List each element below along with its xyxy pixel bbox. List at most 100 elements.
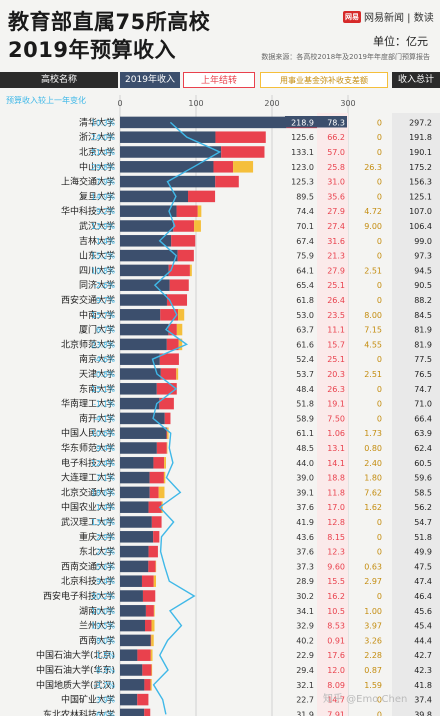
value-fund: 7.15 [364,326,382,335]
growth-percent: 15.7% [91,311,115,320]
value-carryover: 12.8 [327,518,345,527]
growth-percent: 23.8% [91,340,115,349]
growth-line [151,121,222,715]
university-name: 北京师范大学 [61,338,115,350]
university-name: 重庆大学 [79,531,115,543]
growth-percent: 12.4% [91,459,115,468]
value-fund: 0 [377,192,382,201]
bar-budget [120,649,138,661]
total-column-bg [392,113,440,716]
bar-fund [189,264,192,277]
value-budget: 37.6 [296,548,314,557]
value-budget: 29.4 [296,666,314,675]
bar-budget [120,516,152,528]
value-fund: 0 [377,414,382,423]
value-budget: 58.9 [296,414,314,423]
bar-budget [120,575,142,587]
value-fund: 3.26 [364,636,382,645]
value-budget: 37.3 [296,562,314,571]
value-budget: 44.0 [296,459,314,468]
bar-carryover [148,560,156,573]
growth-percent: 9.2% [96,207,115,216]
value-fund: 0.63 [364,562,382,571]
value-carryover: 25.1 [327,281,345,290]
university-name: 电子科技大学 [61,457,115,469]
bar-carryover [160,368,177,380]
bar-budget [120,442,157,454]
bar-fund [150,649,153,661]
value-fund: 0 [377,252,382,261]
university-name: 西安电子科技大学 [43,590,115,602]
university-name: 北京交通大学 [61,486,115,498]
value-total: 88.2 [414,296,432,305]
value-total: 190.1 [409,148,432,157]
university-name: 复旦大学 [79,190,115,202]
chart-row: 华南理工大学-1.1% [61,398,174,410]
value-carryover: 14.7 [327,696,345,705]
value-carryover: 23.5 [327,311,345,320]
value-total: 175.2 [409,163,432,172]
value-fund: 2.51 [364,370,382,379]
bar-budget [120,397,160,410]
university-name: 华中科技大学 [61,205,115,217]
bar-carryover [215,131,266,143]
value-budget: 34.1 [296,607,314,616]
bar-fund [194,220,201,232]
bar-budget [120,353,160,365]
bar-carryover [153,457,165,469]
university-name: 华南理工大学 [61,398,115,410]
bar-budget [120,294,167,306]
value-fund: 2.51 [364,266,382,275]
value-fund: 2.40 [364,459,382,468]
value-carryover: 25.8 [327,163,345,172]
university-name: 吉林大学 [79,235,115,247]
bar-fund [164,457,166,469]
value-carryover: 7.50 [327,414,345,423]
growth-percent: 10.0% [91,607,115,616]
value-total: 77.5 [414,355,432,364]
university-name: 中国石油大学(华东) [36,664,115,676]
unit-label: 单位：亿元 [373,35,428,48]
carryover-column-bg [317,113,348,716]
value-fund: 1.00 [364,607,382,616]
value-fund: 0 [377,385,382,394]
university-name: 浙江大学 [79,131,115,143]
value-budget: 125.3 [291,178,314,187]
growth-percent: 19.5% [91,622,115,631]
bar-fund [158,486,165,499]
bar-carryover [213,161,234,173]
bar-carryover [168,323,177,336]
value-carryover: 12.0 [327,666,345,675]
bar-fund [150,679,152,691]
growth-percent: 18.6% [91,488,115,497]
university-name: 北京大学 [79,146,115,158]
growth-percent: -4.6% [93,355,115,364]
bar-carryover [173,220,195,232]
chart-row: 南开大学-4.1% [79,412,171,424]
value-budget: 40.2 [296,636,314,645]
university-name: 南开大学 [79,412,115,424]
value-carryover: 8.53 [327,622,345,631]
bar-carryover [148,545,158,558]
x-tick-label: 300 [340,99,355,108]
growth-percent: 7.1% [96,474,115,483]
value-total: 99.0 [414,237,432,246]
value-budget: 43.6 [296,533,314,542]
value-total: 76.5 [414,370,432,379]
university-name: 南京大学 [79,353,115,365]
university-name: 西南大学 [79,634,115,646]
value-total: 56.2 [414,503,432,512]
bar-carryover [159,353,179,365]
university-name: 中山大学 [79,161,115,173]
bar-budget [120,531,154,543]
value-fund: 0 [377,133,382,142]
growth-percent: 9.7% [96,296,115,305]
